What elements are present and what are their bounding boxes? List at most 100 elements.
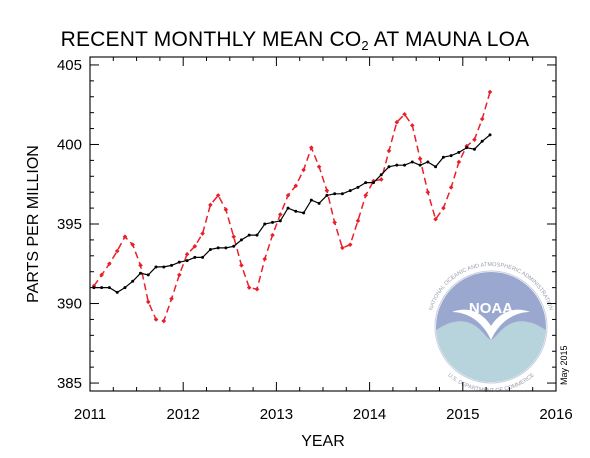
data-point-monthly_mean (417, 156, 423, 162)
y-tick-label: 395 (57, 216, 82, 233)
data-point-trend (263, 222, 267, 226)
data-point-monthly_mean (340, 245, 345, 251)
data-point-trend (247, 233, 251, 237)
data-point-monthly_mean (472, 137, 477, 143)
data-point-trend (395, 163, 399, 167)
data-point-monthly_mean (309, 145, 314, 150)
data-point-monthly_mean (448, 185, 454, 190)
data-point-trend (224, 246, 228, 250)
data-point-trend (100, 286, 104, 290)
data-point-monthly_mean (200, 231, 205, 236)
data-point-monthly_mean (262, 256, 268, 262)
x-tick-label: 2014 (353, 406, 386, 423)
data-point-monthly_mean (278, 212, 283, 217)
x-tick-label: 2012 (167, 406, 200, 423)
data-point-monthly_mean (371, 178, 376, 184)
data-point-monthly_mean (161, 318, 167, 324)
y-tick-label: 400 (57, 136, 82, 153)
data-point-monthly_mean (99, 272, 104, 278)
data-point-trend (185, 259, 189, 263)
data-point-monthly_mean (145, 299, 151, 305)
series-line-monthly_mean (93, 91, 491, 322)
data-point-monthly_mean (324, 188, 330, 193)
data-point-trend (146, 273, 150, 277)
data-point-trend (201, 255, 205, 259)
data-point-monthly_mean (378, 177, 384, 182)
data-point-monthly_mean (293, 183, 299, 189)
data-point-trend (255, 233, 259, 237)
x-tick-label: 2013 (260, 406, 293, 423)
data-point-monthly_mean (270, 232, 275, 238)
data-point-trend (115, 290, 119, 294)
data-point-monthly_mean (479, 116, 485, 122)
logo-gull (452, 309, 530, 340)
data-point-monthly_mean (285, 193, 291, 198)
data-point-monthly_mean (184, 251, 190, 257)
data-point-monthly_mean (192, 243, 198, 249)
data-point-trend (131, 279, 135, 283)
data-point-trend (154, 265, 158, 269)
x-tick-label: 2011 (74, 406, 106, 423)
data-point-trend (278, 219, 282, 223)
data-point-monthly_mean (138, 263, 143, 268)
axes-layer: 2011 2012 2013 2014 2015 2016 385 390 395 400 405 (57, 57, 573, 423)
data-point-trend (372, 181, 376, 185)
data-point-trend (286, 206, 290, 210)
data-point-trend (232, 244, 236, 248)
data-point-trend (302, 211, 306, 215)
x-tick-label: 2015 (446, 406, 479, 423)
data-point-trend (410, 160, 414, 164)
data-point-trend (480, 139, 484, 143)
data-point-trend (92, 286, 96, 290)
data-point-trend (348, 189, 352, 193)
y-axis-label: PARTS PER MILLION (25, 145, 42, 303)
data-point-monthly_mean (239, 263, 244, 268)
data-point-monthly_mean (122, 234, 128, 240)
chart-title: RECENT MONTHLY MEAN CO2 AT MAUNA LOA (0, 28, 590, 53)
data-point-trend (426, 160, 430, 164)
chart-title-main: RECENT MONTHLY MEAN CO (60, 28, 362, 51)
data-point-monthly_mean (363, 193, 368, 198)
data-point-monthly_mean (215, 193, 221, 198)
data-point-trend (387, 165, 391, 169)
data-point-trend (364, 181, 368, 185)
data-point-trend (123, 286, 127, 290)
data-point-trend (356, 185, 360, 189)
y-tick-label: 385 (57, 375, 82, 392)
x-axis-label: YEAR (301, 433, 345, 450)
data-point-monthly_mean (347, 242, 353, 247)
data-point-trend (434, 165, 438, 169)
date-stamp: May 2015 (559, 345, 569, 385)
data-point-monthly_mean (332, 220, 337, 225)
data-point-trend (340, 192, 344, 196)
data-point-trend (107, 286, 111, 290)
data-point-trend (239, 238, 243, 242)
data-point-trend (333, 192, 337, 196)
data-point-trend (309, 198, 313, 202)
data-point-monthly_mean (456, 159, 462, 165)
data-point-monthly_mean (153, 317, 159, 322)
data-point-monthly_mean (316, 164, 322, 170)
data-point-trend (162, 265, 166, 269)
series-line-trend (93, 134, 491, 294)
data-point-trend (193, 255, 197, 259)
data-point-trend (379, 173, 383, 177)
data-point-trend (488, 133, 492, 137)
data-point-monthly_mean (355, 218, 361, 224)
data-point-monthly_mean (91, 283, 97, 289)
data-point-monthly_mean (254, 286, 260, 292)
logo-ring (434, 270, 548, 384)
data-point-monthly_mean (464, 143, 470, 149)
logo-text: NOAA (469, 300, 513, 317)
data-point-monthly_mean (107, 261, 112, 267)
data-point-monthly_mean (208, 202, 213, 208)
data-point-monthly_mean (402, 111, 407, 117)
data-point-monthly_mean (169, 296, 174, 302)
data-point-trend (216, 246, 220, 250)
data-point-monthly_mean (441, 205, 446, 211)
data-point-trend (465, 146, 469, 150)
y-tick-label: 390 (57, 296, 82, 313)
chart-title-rest: AT MAUNA LOA (368, 28, 530, 51)
data-point-trend (270, 220, 274, 224)
